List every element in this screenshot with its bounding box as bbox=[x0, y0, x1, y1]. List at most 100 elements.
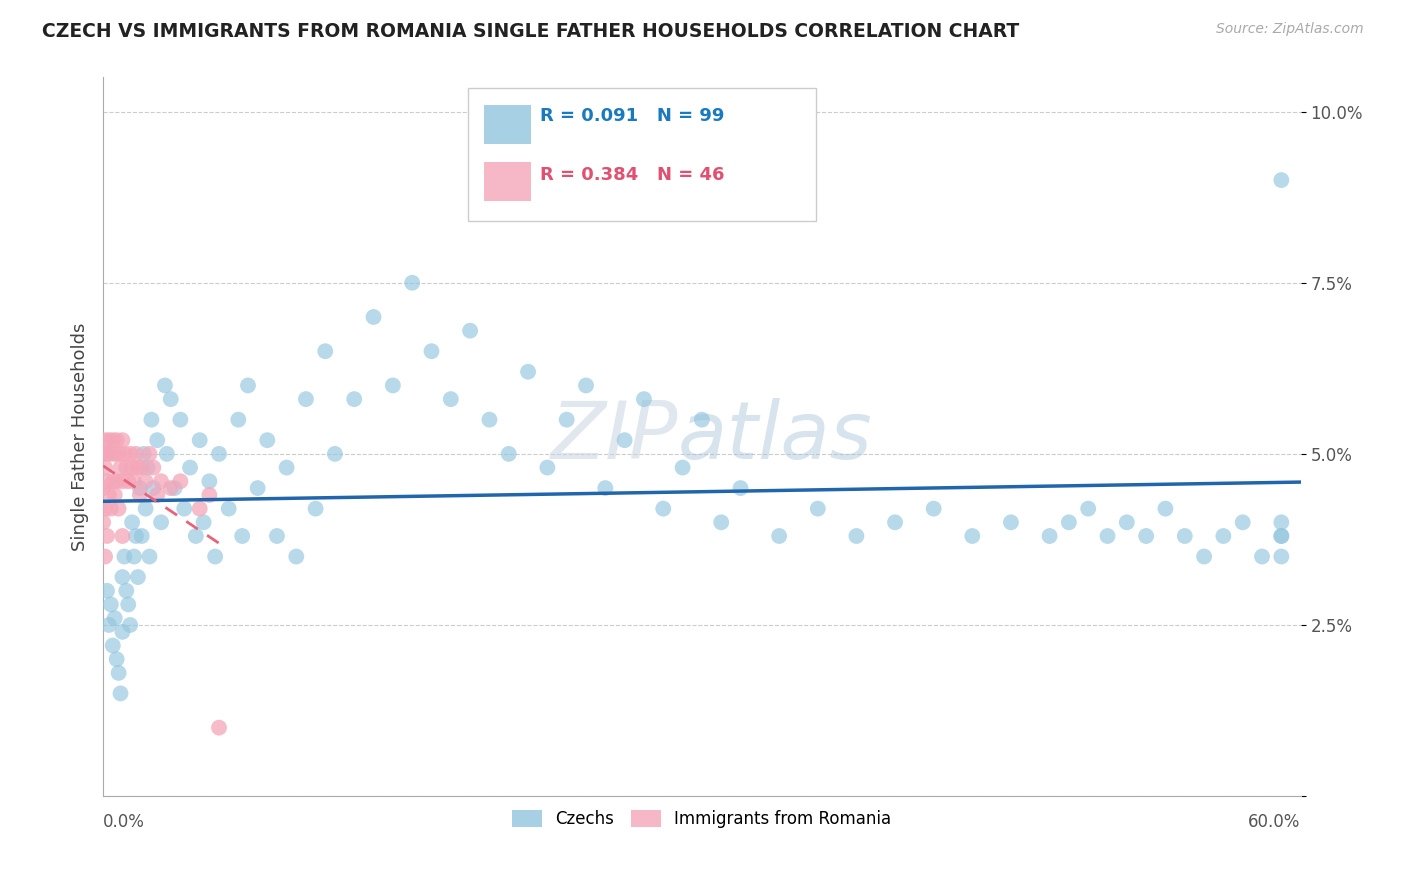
Point bbox=[105, 433, 128, 447]
Point bbox=[343, 392, 366, 406]
Point bbox=[112, 549, 135, 564]
Point bbox=[104, 447, 127, 461]
Point bbox=[115, 460, 138, 475]
Point bbox=[266, 529, 288, 543]
Point bbox=[420, 344, 443, 359]
Point bbox=[304, 501, 326, 516]
Point bbox=[478, 412, 501, 426]
Point bbox=[97, 433, 120, 447]
Point bbox=[101, 475, 124, 489]
Point bbox=[110, 686, 132, 700]
Point bbox=[136, 460, 159, 475]
Text: atlas: atlas bbox=[678, 398, 873, 475]
Point bbox=[105, 475, 128, 489]
Point bbox=[105, 652, 128, 666]
Point bbox=[236, 378, 259, 392]
Point bbox=[188, 433, 211, 447]
Point bbox=[159, 392, 181, 406]
Point bbox=[595, 481, 617, 495]
Point bbox=[884, 516, 907, 530]
Point bbox=[193, 516, 215, 530]
Point bbox=[1154, 501, 1177, 516]
Text: 0.0%: 0.0% bbox=[103, 813, 145, 830]
Point bbox=[94, 501, 117, 516]
Point bbox=[110, 460, 132, 475]
Point bbox=[188, 501, 211, 516]
Point bbox=[163, 481, 186, 495]
Point bbox=[107, 665, 129, 680]
Point bbox=[285, 549, 308, 564]
Point bbox=[1212, 529, 1234, 543]
Text: R = 0.384   N = 46: R = 0.384 N = 46 bbox=[540, 166, 724, 185]
Point bbox=[314, 344, 336, 359]
Point bbox=[1270, 549, 1292, 564]
Point bbox=[169, 412, 191, 426]
Text: CZECH VS IMMIGRANTS FROM ROMANIA SINGLE FATHER HOUSEHOLDS CORRELATION CHART: CZECH VS IMMIGRANTS FROM ROMANIA SINGLE … bbox=[42, 22, 1019, 41]
Point bbox=[121, 516, 143, 530]
Point bbox=[922, 501, 945, 516]
Point bbox=[107, 447, 129, 461]
Point bbox=[120, 447, 142, 461]
Point bbox=[96, 475, 118, 489]
Legend: Czechs, Immigrants from Romania: Czechs, Immigrants from Romania bbox=[506, 803, 898, 835]
Point bbox=[135, 475, 157, 489]
Point bbox=[150, 475, 173, 489]
Point bbox=[179, 460, 201, 475]
Point bbox=[111, 433, 134, 447]
Point bbox=[1174, 529, 1197, 543]
Point bbox=[730, 481, 752, 495]
Point bbox=[962, 529, 984, 543]
Point bbox=[218, 501, 240, 516]
Point bbox=[184, 529, 207, 543]
FancyBboxPatch shape bbox=[468, 88, 815, 221]
Point bbox=[91, 447, 114, 461]
Text: 60.0%: 60.0% bbox=[1249, 813, 1301, 830]
Point bbox=[256, 433, 278, 447]
Point bbox=[146, 488, 169, 502]
Point bbox=[142, 460, 165, 475]
Point bbox=[690, 412, 713, 426]
Point bbox=[100, 501, 122, 516]
Text: Source: ZipAtlas.com: Source: ZipAtlas.com bbox=[1216, 22, 1364, 37]
Point bbox=[1270, 173, 1292, 187]
Point bbox=[536, 460, 558, 475]
Point bbox=[115, 583, 138, 598]
Point bbox=[159, 481, 181, 495]
Point bbox=[156, 447, 179, 461]
Point bbox=[1192, 549, 1215, 564]
Point bbox=[246, 481, 269, 495]
Point bbox=[458, 324, 481, 338]
Point bbox=[381, 378, 404, 392]
Point bbox=[117, 475, 139, 489]
Point bbox=[231, 529, 253, 543]
Point bbox=[131, 460, 153, 475]
Point bbox=[169, 475, 191, 489]
Point bbox=[111, 624, 134, 639]
Point bbox=[142, 481, 165, 495]
Point bbox=[208, 721, 231, 735]
Point bbox=[575, 378, 598, 392]
Point bbox=[401, 276, 423, 290]
Point bbox=[1270, 529, 1292, 543]
Y-axis label: Single Father Households: Single Father Households bbox=[72, 323, 89, 551]
Point bbox=[633, 392, 655, 406]
Point bbox=[173, 501, 195, 516]
Point bbox=[97, 618, 120, 632]
Point bbox=[125, 447, 148, 461]
Point bbox=[498, 447, 520, 461]
Text: R = 0.091   N = 99: R = 0.091 N = 99 bbox=[540, 106, 724, 125]
Point bbox=[295, 392, 318, 406]
Point bbox=[1038, 529, 1060, 543]
Point bbox=[91, 516, 114, 530]
Point bbox=[111, 529, 134, 543]
Point bbox=[101, 639, 124, 653]
Point bbox=[1115, 516, 1137, 530]
Point bbox=[204, 549, 226, 564]
Point bbox=[613, 433, 636, 447]
Point bbox=[107, 501, 129, 516]
Point bbox=[100, 598, 122, 612]
Point bbox=[652, 501, 675, 516]
Point bbox=[198, 488, 221, 502]
Point bbox=[710, 516, 733, 530]
Point bbox=[198, 475, 221, 489]
